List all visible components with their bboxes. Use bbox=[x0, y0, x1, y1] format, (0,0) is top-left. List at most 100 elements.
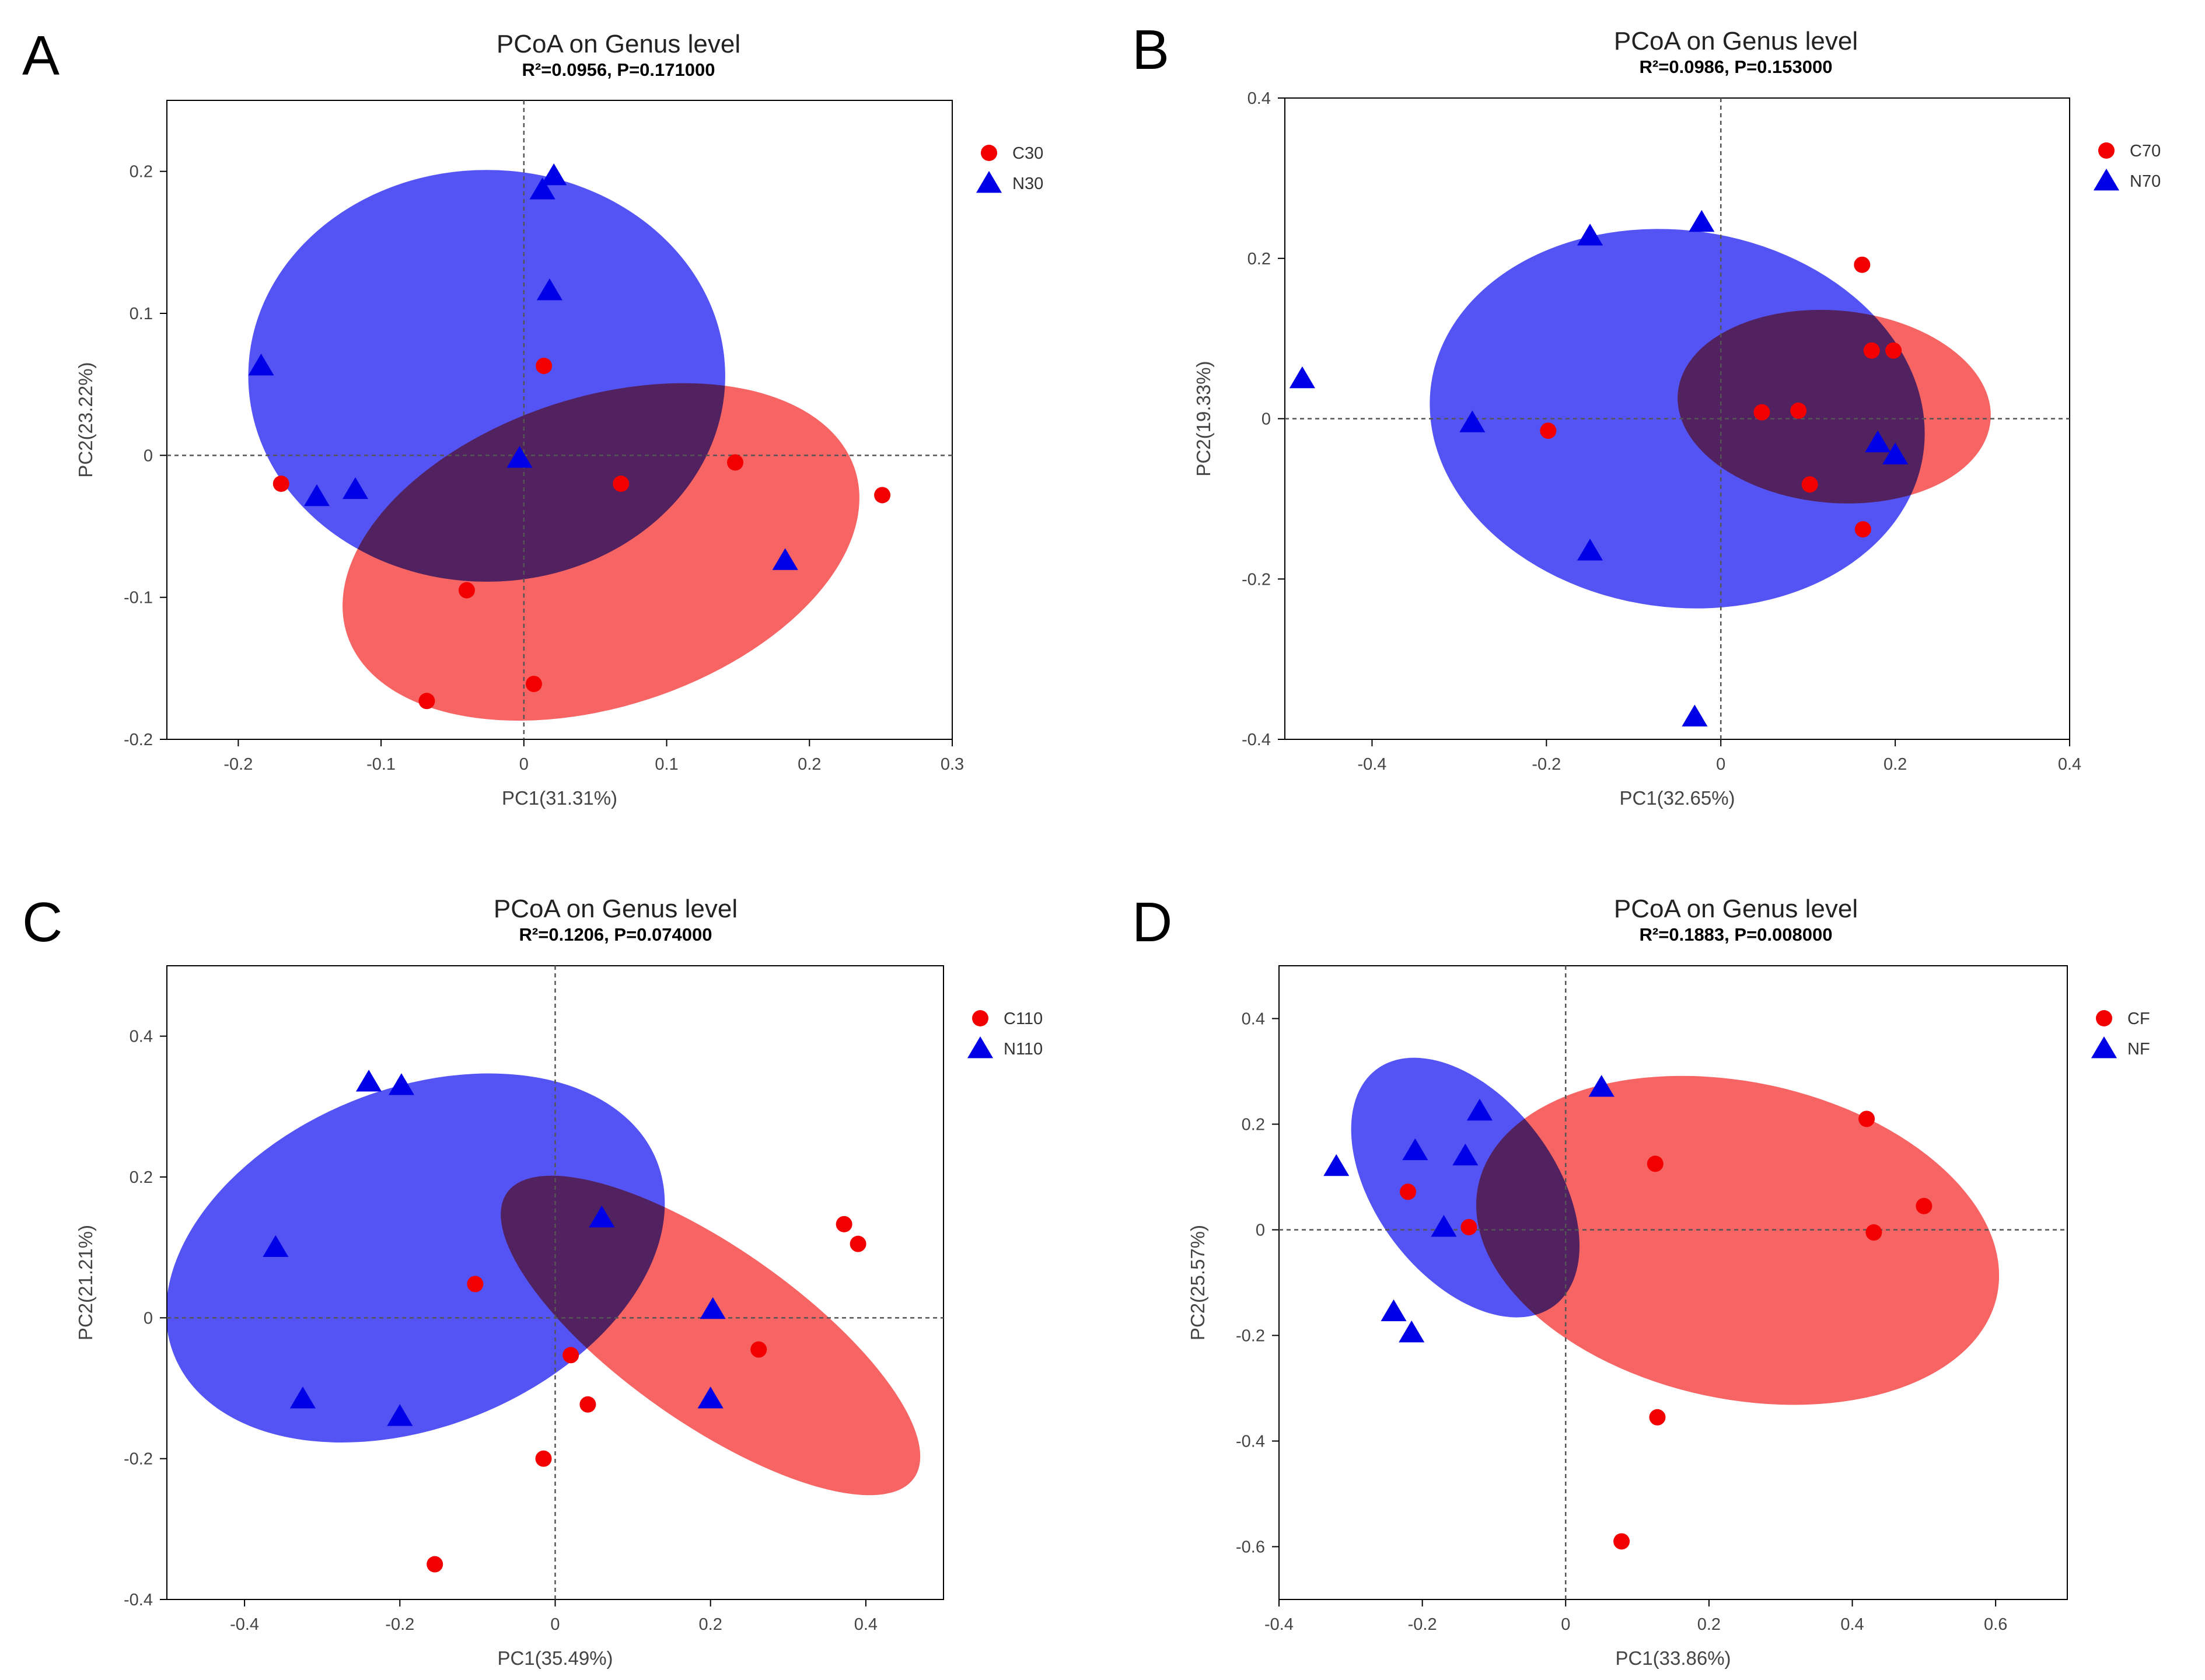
legend-marker-n30 bbox=[976, 171, 1002, 193]
x-tick-label: -0.2 bbox=[1408, 1615, 1437, 1634]
data-point-c30 bbox=[272, 476, 289, 492]
x-tick-label: -0.2 bbox=[1532, 755, 1561, 774]
y-tick-label: 0 bbox=[1256, 1221, 1265, 1240]
legend: C70 N70 bbox=[2093, 142, 2161, 191]
series-c70 bbox=[1540, 256, 1902, 538]
data-point-c110 bbox=[562, 1347, 579, 1364]
data-point-n70 bbox=[1577, 223, 1603, 246]
points-layer bbox=[1289, 209, 1909, 727]
data-point-cf bbox=[1613, 1533, 1630, 1550]
series-cf bbox=[1400, 1110, 1933, 1550]
y-tick-label: -0.2 bbox=[124, 1450, 153, 1469]
data-point-cf bbox=[1400, 1183, 1417, 1200]
x-tick-label: -0.2 bbox=[385, 1615, 414, 1634]
panel-letter: A bbox=[22, 25, 60, 87]
data-point-c30 bbox=[613, 476, 630, 492]
chart-title: PCoA on Genus level bbox=[497, 30, 740, 58]
y-tick-label: 0 bbox=[144, 446, 153, 465]
series-c110 bbox=[427, 1216, 866, 1573]
series-n110 bbox=[263, 1070, 726, 1426]
data-point-c110 bbox=[535, 1450, 552, 1467]
legend-label-cf: CF bbox=[2127, 1010, 2150, 1028]
data-point-nf bbox=[1399, 1320, 1425, 1343]
x-tick-label: -0.1 bbox=[366, 755, 396, 774]
data-point-c30 bbox=[458, 582, 475, 599]
data-point-n30 bbox=[529, 177, 555, 200]
data-point-nf bbox=[1381, 1299, 1407, 1322]
x-tick-label: 0.4 bbox=[854, 1615, 878, 1634]
ellipse-layer bbox=[248, 170, 859, 721]
series-n70 bbox=[1289, 209, 1909, 727]
x-tick-label: -0.4 bbox=[230, 1615, 259, 1634]
y-tick-label: -0.6 bbox=[1236, 1538, 1265, 1557]
y-tick-label: 0.2 bbox=[130, 163, 153, 181]
data-point-nf bbox=[1323, 1154, 1350, 1176]
legend-marker-c30 bbox=[981, 145, 997, 161]
data-point-n30 bbox=[536, 278, 562, 301]
y-tick-label: 0 bbox=[144, 1309, 153, 1328]
confidence-ellipse-nf bbox=[1351, 1057, 1580, 1318]
data-point-c70 bbox=[1801, 476, 1818, 493]
y-axis-label: PC2(19.33%) bbox=[1193, 361, 1214, 476]
legend-label-c30: C30 bbox=[1012, 144, 1043, 163]
chart-subtitle: R²=0.0986, P=0.153000 bbox=[1640, 57, 1833, 77]
ellipse-layer bbox=[1351, 1057, 2000, 1405]
y-axis-label: PC2(21.21%) bbox=[75, 1225, 96, 1340]
legend: C110 N110 bbox=[967, 1010, 1043, 1059]
data-point-n70 bbox=[1882, 442, 1909, 464]
legend-marker-c110 bbox=[972, 1010, 988, 1026]
data-point-cf bbox=[1858, 1110, 1875, 1127]
data-point-c110 bbox=[427, 1556, 443, 1573]
confidence-ellipse-c70 bbox=[1678, 310, 1991, 504]
data-point-n70 bbox=[1689, 209, 1715, 232]
data-point-c70 bbox=[1540, 422, 1557, 439]
data-point-c70 bbox=[1863, 342, 1880, 359]
y-tick-label: 0.2 bbox=[130, 1168, 153, 1187]
x-tick-label: 0.2 bbox=[1697, 1615, 1721, 1634]
data-point-c30 bbox=[536, 358, 553, 375]
panel-letter: C bbox=[22, 891, 62, 953]
data-point-n30 bbox=[541, 163, 567, 186]
data-point-nf bbox=[1402, 1138, 1428, 1161]
legend: CF NF bbox=[2091, 1010, 2150, 1059]
y-tick-label: 0.1 bbox=[130, 305, 153, 323]
y-tick-label: -0.2 bbox=[1242, 570, 1271, 589]
data-point-n110 bbox=[263, 1235, 289, 1258]
legend: C30 N30 bbox=[976, 144, 1043, 193]
y-tick-label: -0.2 bbox=[124, 731, 153, 749]
x-axis-label: PC1(32.65%) bbox=[1619, 787, 1735, 809]
y-tick-label: 0.4 bbox=[130, 1028, 153, 1046]
data-point-nf bbox=[1588, 1075, 1615, 1097]
data-point-c110 bbox=[579, 1396, 596, 1413]
x-tick-label: 0.4 bbox=[1840, 1615, 1864, 1634]
data-point-n110 bbox=[700, 1297, 726, 1319]
x-tick-label: 0.3 bbox=[941, 755, 964, 774]
y-tick-label: 0.4 bbox=[1247, 89, 1271, 108]
data-point-n110 bbox=[289, 1386, 316, 1409]
x-axis-label: PC1(33.86%) bbox=[1615, 1647, 1731, 1669]
data-point-n70 bbox=[1289, 366, 1315, 389]
data-point-nf bbox=[1452, 1143, 1479, 1166]
data-point-c70 bbox=[1854, 256, 1871, 273]
data-point-cf bbox=[1865, 1224, 1882, 1241]
y-tick-label: -0.2 bbox=[1236, 1327, 1265, 1346]
points-layer bbox=[248, 163, 891, 710]
points-layer bbox=[1323, 1075, 1933, 1550]
data-point-n110 bbox=[388, 1073, 415, 1095]
x-tick-label: 0 bbox=[1716, 755, 1725, 774]
x-tick-label: 0 bbox=[550, 1615, 560, 1634]
data-point-c110 bbox=[850, 1235, 866, 1252]
data-point-nf bbox=[1466, 1098, 1493, 1121]
data-point-cf bbox=[1916, 1197, 1933, 1214]
x-tick-label: 0.1 bbox=[655, 755, 678, 774]
x-tick-label: -0.4 bbox=[1357, 755, 1386, 774]
confidence-ellipse-c110 bbox=[501, 1175, 921, 1496]
series-n30 bbox=[248, 163, 798, 570]
data-point-c110 bbox=[467, 1276, 484, 1293]
data-point-n30 bbox=[506, 446, 533, 468]
data-point-n110 bbox=[589, 1205, 615, 1228]
data-point-n70 bbox=[1682, 704, 1708, 727]
y-tick-label: 0 bbox=[1262, 410, 1271, 429]
